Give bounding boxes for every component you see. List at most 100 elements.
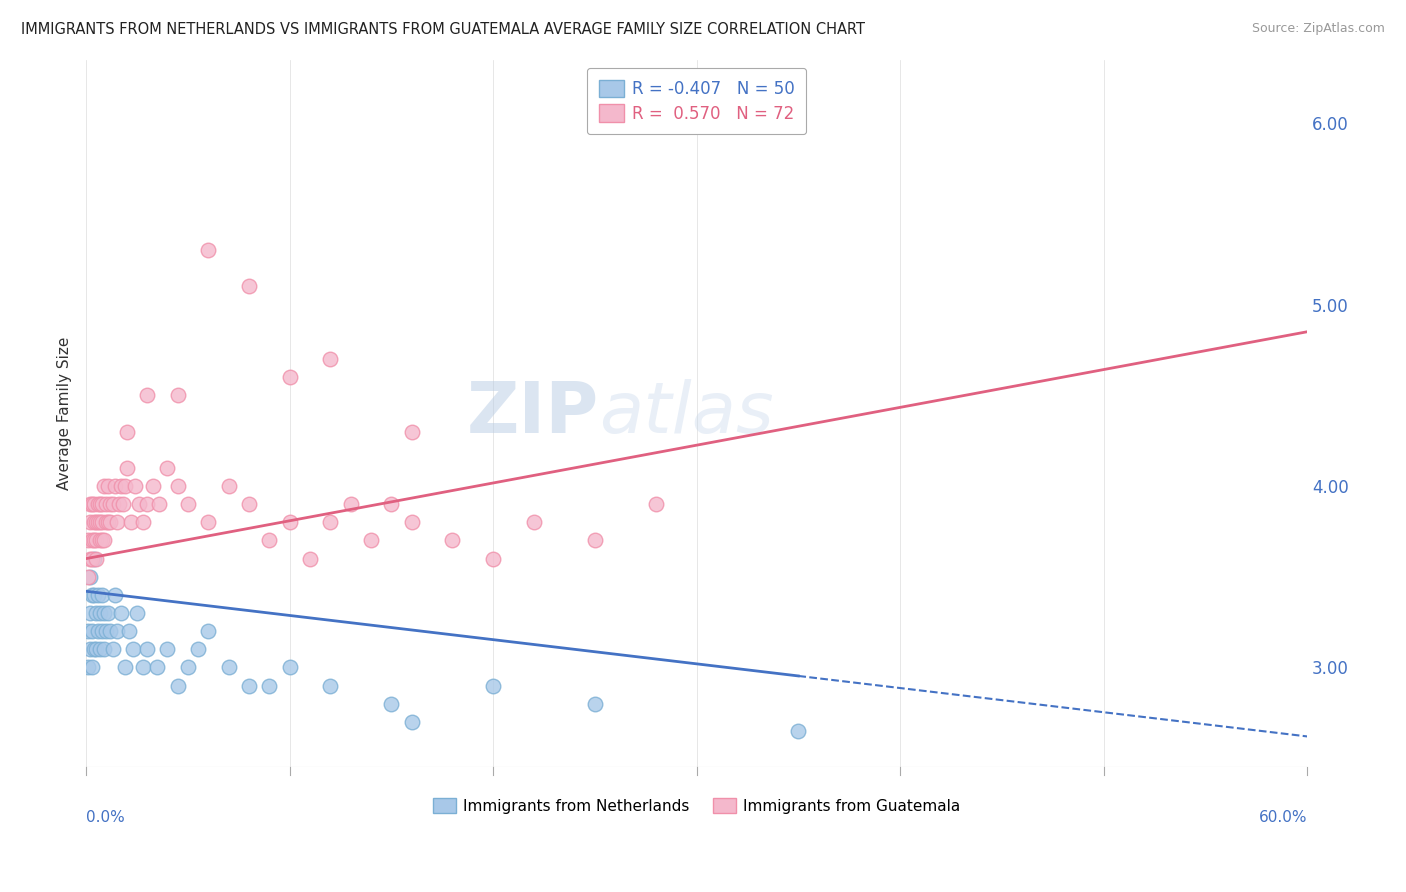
Point — [124, 479, 146, 493]
Point — [257, 533, 280, 548]
Point — [380, 497, 402, 511]
Point — [91, 533, 114, 548]
Point — [441, 533, 464, 548]
Text: atlas: atlas — [599, 379, 773, 448]
Point — [79, 570, 101, 584]
Point — [82, 588, 104, 602]
Point — [79, 606, 101, 620]
Point — [93, 479, 115, 493]
Point — [79, 551, 101, 566]
Point — [83, 551, 105, 566]
Point — [83, 588, 105, 602]
Point — [482, 551, 505, 566]
Point — [177, 660, 200, 674]
Point — [101, 497, 124, 511]
Point — [115, 461, 138, 475]
Point — [787, 723, 810, 738]
Legend: Immigrants from Netherlands, Immigrants from Guatemala: Immigrants from Netherlands, Immigrants … — [426, 791, 966, 820]
Point — [114, 660, 136, 674]
Point — [105, 516, 128, 530]
Point — [380, 697, 402, 711]
Point — [111, 497, 134, 511]
Point — [278, 660, 301, 674]
Point — [128, 497, 150, 511]
Text: 60.0%: 60.0% — [1258, 810, 1308, 825]
Point — [89, 516, 111, 530]
Point — [97, 479, 120, 493]
Point — [77, 533, 100, 548]
Point — [238, 679, 260, 693]
Point — [93, 606, 115, 620]
Point — [482, 679, 505, 693]
Point — [197, 516, 219, 530]
Point — [84, 606, 107, 620]
Point — [148, 497, 170, 511]
Point — [136, 497, 159, 511]
Point — [87, 497, 110, 511]
Point — [84, 533, 107, 548]
Text: ZIP: ZIP — [467, 379, 599, 448]
Point — [218, 479, 240, 493]
Text: 0.0%: 0.0% — [86, 810, 125, 825]
Point — [91, 588, 114, 602]
Point — [114, 479, 136, 493]
Point — [83, 516, 105, 530]
Point — [166, 388, 188, 402]
Point — [156, 461, 179, 475]
Point — [89, 533, 111, 548]
Point — [118, 624, 141, 639]
Point — [583, 697, 606, 711]
Point — [77, 660, 100, 674]
Text: IMMIGRANTS FROM NETHERLANDS VS IMMIGRANTS FROM GUATEMALA AVERAGE FAMILY SIZE COR: IMMIGRANTS FROM NETHERLANDS VS IMMIGRANT… — [21, 22, 865, 37]
Point — [401, 714, 423, 729]
Point — [82, 551, 104, 566]
Point — [96, 624, 118, 639]
Point — [91, 624, 114, 639]
Point — [97, 516, 120, 530]
Point — [110, 606, 132, 620]
Point — [110, 479, 132, 493]
Point — [82, 497, 104, 511]
Point — [89, 497, 111, 511]
Point — [644, 497, 666, 511]
Point — [339, 497, 361, 511]
Point — [84, 551, 107, 566]
Point — [91, 516, 114, 530]
Point — [77, 624, 100, 639]
Point — [100, 497, 122, 511]
Point — [523, 516, 546, 530]
Point — [132, 516, 155, 530]
Point — [87, 624, 110, 639]
Point — [93, 642, 115, 657]
Point — [91, 497, 114, 511]
Point — [166, 479, 188, 493]
Point — [84, 516, 107, 530]
Point — [82, 660, 104, 674]
Point — [100, 516, 122, 530]
Point — [83, 642, 105, 657]
Point — [103, 479, 125, 493]
Point — [298, 551, 321, 566]
Point — [257, 679, 280, 693]
Point — [583, 533, 606, 548]
Point — [100, 624, 122, 639]
Point — [96, 516, 118, 530]
Point — [132, 660, 155, 674]
Point — [79, 642, 101, 657]
Point — [360, 533, 382, 548]
Point — [79, 497, 101, 511]
Point — [115, 425, 138, 439]
Point — [87, 588, 110, 602]
Point — [79, 516, 101, 530]
Point — [197, 243, 219, 257]
Point — [125, 606, 148, 620]
Point — [120, 516, 142, 530]
Point — [96, 497, 118, 511]
Point — [83, 533, 105, 548]
Point — [177, 497, 200, 511]
Point — [101, 642, 124, 657]
Point — [107, 497, 129, 511]
Point — [84, 642, 107, 657]
Point — [136, 642, 159, 657]
Point — [238, 279, 260, 293]
